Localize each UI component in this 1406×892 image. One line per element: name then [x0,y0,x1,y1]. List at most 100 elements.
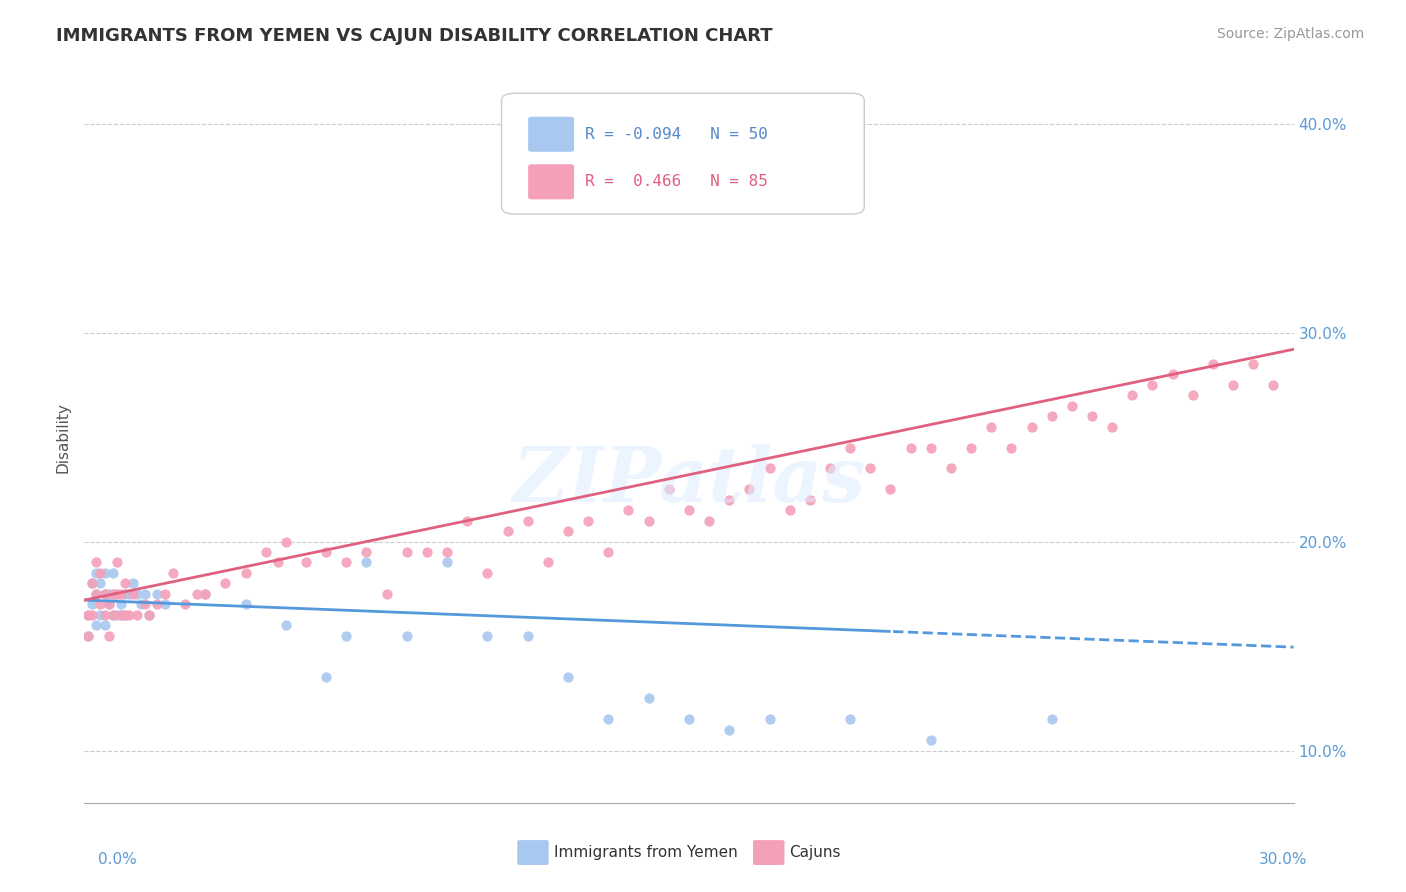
Point [86,587,108,601]
Point [658,483,681,497]
Point [138,607,160,622]
FancyBboxPatch shape [754,840,785,865]
Text: Source: ZipAtlas.com: Source: ZipAtlas.com [1216,27,1364,41]
Point [82,597,104,611]
Point [295,556,318,570]
Point [235,597,257,611]
Point [557,670,579,684]
Point [86,566,108,580]
Point [93,618,115,632]
Point [920,733,942,747]
Point [153,587,176,601]
Point [93,566,115,580]
Point [758,712,780,726]
FancyBboxPatch shape [502,94,865,214]
Point [395,629,418,643]
Point [799,492,821,507]
Point [436,556,458,570]
Point [114,607,136,622]
Point [114,576,136,591]
Point [77,607,100,622]
Point [576,514,599,528]
Point [718,492,741,507]
Point [335,629,357,643]
Point [89,566,111,580]
Point [496,524,519,538]
Text: 30.0%: 30.0% [1260,852,1308,867]
Text: R =  0.466   N = 85: R = 0.466 N = 85 [585,174,768,189]
Point [557,524,579,538]
Point [697,514,720,528]
Point [86,556,108,570]
Point [1222,377,1244,392]
Text: 0.0%: 0.0% [98,852,138,867]
Point [101,587,124,601]
FancyBboxPatch shape [517,840,548,865]
Point [129,597,152,611]
Point [1060,399,1083,413]
Point [97,587,120,601]
Point [617,503,640,517]
Point [118,587,141,601]
Point [456,514,478,528]
Point [637,691,659,706]
Point [110,597,132,611]
Point [274,534,297,549]
Point [121,576,143,591]
Point [274,618,297,632]
Point [1000,441,1022,455]
Point [118,607,141,622]
Point [718,723,741,737]
Point [960,441,983,455]
Point [121,587,143,601]
Point [839,441,862,455]
Point [818,461,841,475]
Point [97,629,120,643]
Point [134,587,156,601]
Point [174,597,197,611]
Point [598,712,620,726]
Y-axis label: Disability: Disability [55,401,70,473]
Point [89,607,111,622]
Point [335,556,357,570]
Point [105,607,128,622]
Point [1202,357,1225,371]
Point [93,587,115,601]
Point [537,556,560,570]
Point [93,587,115,601]
Point [839,712,862,726]
Point [105,587,128,601]
FancyBboxPatch shape [529,164,574,200]
Point [86,587,108,601]
Point [436,545,458,559]
Point [194,587,217,601]
Point [93,607,115,622]
Point [598,545,620,559]
Point [516,629,538,643]
Point [105,556,128,570]
Point [138,607,160,622]
Point [1021,419,1043,434]
Point [97,597,120,611]
Point [477,566,499,580]
Point [162,566,184,580]
Point [516,514,538,528]
Point [920,441,942,455]
Point [356,545,378,559]
Point [738,483,761,497]
Point [77,629,100,643]
Point [153,597,176,611]
Text: Immigrants from Yemen: Immigrants from Yemen [554,845,737,860]
Point [146,587,169,601]
Point [375,587,398,601]
Point [637,514,659,528]
Point [125,587,148,601]
Point [101,607,124,622]
Point [82,576,104,591]
Point [82,576,104,591]
Point [186,587,208,601]
Point [416,545,439,559]
Point [86,618,108,632]
Point [89,597,111,611]
Point [758,461,780,475]
